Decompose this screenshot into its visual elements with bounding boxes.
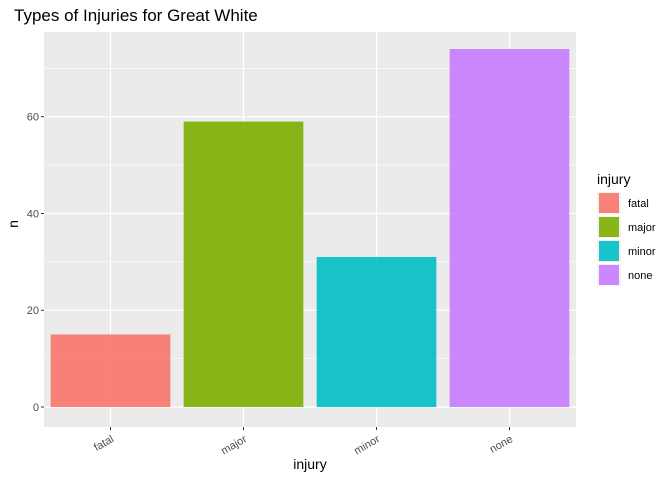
y-tick-label: 60 xyxy=(27,112,39,124)
y-tick-label: 40 xyxy=(27,208,39,220)
legend-label-fatal: fatal xyxy=(628,198,649,210)
legend-label-major: major xyxy=(628,222,656,234)
chart-title: Types of Injuries for Great White xyxy=(14,6,258,25)
legend-label-minor: minor xyxy=(628,246,656,258)
x-tick-label: minor xyxy=(352,433,382,457)
y-tick-label: 0 xyxy=(33,402,39,414)
y-axis-title: n xyxy=(5,220,21,228)
bars xyxy=(50,49,570,407)
legend-swatch-minor xyxy=(599,241,619,261)
legend-swatch-none xyxy=(599,265,619,285)
x-axis-title: injury xyxy=(293,456,326,472)
bar-minor xyxy=(316,257,437,407)
y-axis: 0 20 40 60 xyxy=(27,112,44,414)
legend-swatch-major xyxy=(599,217,619,237)
legend-title: injury xyxy=(597,171,630,187)
x-axis: fatal major minor none xyxy=(92,427,515,457)
bar-none xyxy=(449,49,570,407)
bar-major xyxy=(183,121,304,407)
x-tick-label: none xyxy=(488,433,515,456)
y-tick-label: 20 xyxy=(27,305,39,317)
legend-swatch-fatal xyxy=(599,193,619,213)
x-tick-label: fatal xyxy=(92,433,116,454)
legend: injury fatal major minor none xyxy=(597,171,656,286)
legend-label-none: none xyxy=(628,270,652,282)
bar-fatal xyxy=(50,334,171,407)
x-tick-label: major xyxy=(219,433,249,457)
